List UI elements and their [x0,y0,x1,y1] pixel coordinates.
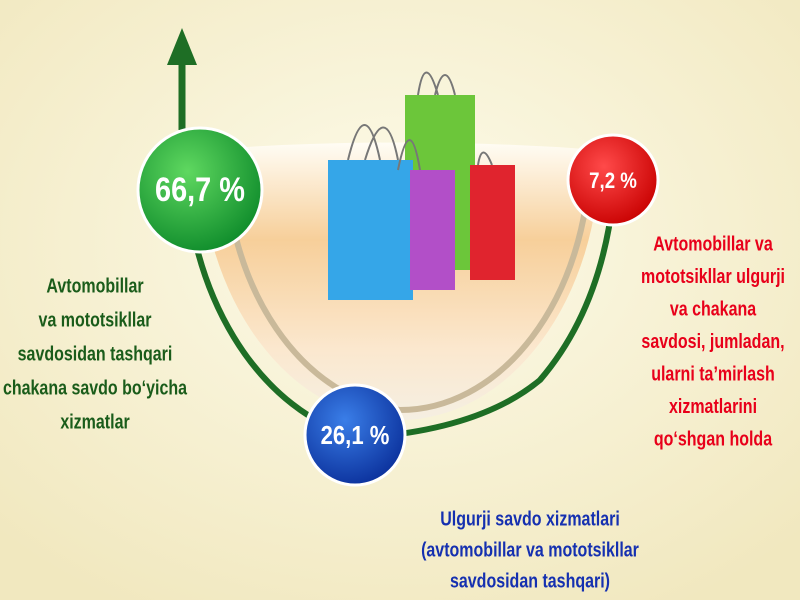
label-line: va mototsikllar [39,309,152,331]
arc-right [359,199,616,441]
shopping-bags [328,71,515,300]
label-line: xizmatlar [60,411,129,433]
label-line: savdosidan tashqari) [450,570,610,592]
label-line: va chakana [670,298,757,320]
label-line: (avtomobillar va mototsikllar [421,539,639,561]
value-text: 66,7 % [155,170,245,209]
label-line: mototsikllar ulgurji [641,265,785,287]
label-line: Avtomobillar va [653,233,773,255]
blue-circle [303,383,407,487]
label-line: savdosi, jumladan, [641,330,784,352]
label-line: savdosidan tashqari [18,343,173,365]
red-circle [566,133,660,227]
arrow-head [167,28,197,65]
green-circle [136,126,264,254]
value-text: 7,2 % [589,169,637,193]
bowl-rim [222,154,593,414]
label-line: Avtomobillar [46,275,143,297]
value-text: 26,1 % [321,421,390,450]
label-line: ularni ta’mirlash [651,363,775,385]
label-line: qo‘shgan holda [654,428,773,450]
label-line: chakana savdo bo‘yicha [3,377,188,399]
label-line: xizmatlarini [669,395,757,417]
label-line: Ulgurji savdo xizmatlari [440,508,620,530]
